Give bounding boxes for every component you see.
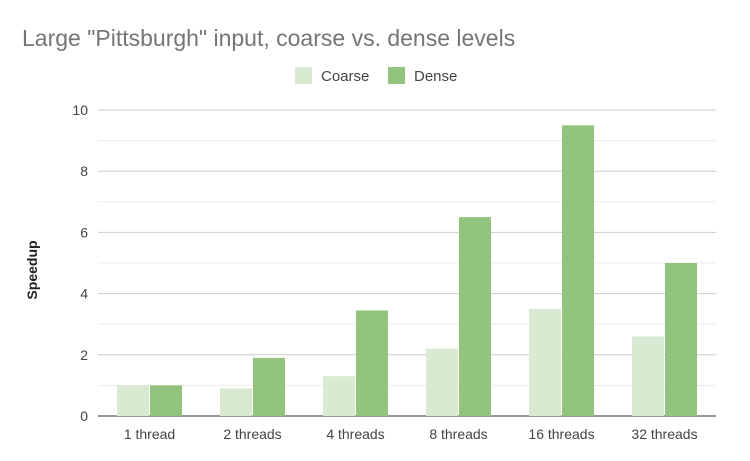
y-tick-label: 4 — [80, 286, 88, 302]
legend-swatch-coarse — [295, 67, 312, 84]
x-tick-label: 16 threads — [528, 426, 594, 442]
bar-dense-5 — [562, 125, 594, 417]
bar-coarse-6 — [632, 336, 664, 416]
bar-dense-1 — [150, 385, 182, 416]
gridlines — [98, 109, 716, 417]
chart-title: Large "Pittsburgh" input, coarse vs. den… — [22, 25, 515, 51]
legend-label-coarse: Coarse — [321, 68, 369, 85]
bars — [117, 125, 697, 417]
bar-dense-2 — [253, 357, 285, 416]
bar-coarse-4 — [426, 348, 458, 416]
x-tick-label: 1 thread — [124, 426, 175, 442]
y-tick-label: 2 — [80, 347, 88, 363]
y-tick-label: 0 — [80, 408, 88, 424]
y-axis-ticks: 0 2 4 6 8 10 — [72, 102, 88, 424]
bar-dense-3 — [356, 310, 388, 416]
x-tick-label: 4 threads — [326, 426, 384, 442]
bar-coarse-5 — [529, 308, 561, 416]
bar-coarse-1 — [117, 385, 149, 416]
legend: Coarse Dense — [295, 67, 457, 85]
y-tick-label: 8 — [80, 163, 88, 179]
x-axis-ticks: 1 thread 2 threads 4 threads 8 threads 16 th… — [124, 426, 698, 442]
bar-coarse-3 — [323, 376, 355, 416]
bar-coarse-2 — [220, 388, 252, 416]
bar-dense-4 — [459, 217, 491, 416]
x-tick-label: 2 threads — [223, 426, 281, 442]
x-tick-label: 32 threads — [631, 426, 697, 442]
y-tick-label: 10 — [72, 102, 88, 118]
legend-label-dense: Dense — [414, 68, 457, 85]
x-tick-label: 8 threads — [429, 426, 487, 442]
y-axis-label: Speedup — [24, 240, 40, 299]
bar-dense-6 — [665, 263, 697, 416]
legend-swatch-dense — [388, 67, 405, 84]
y-tick-label: 6 — [80, 224, 88, 240]
